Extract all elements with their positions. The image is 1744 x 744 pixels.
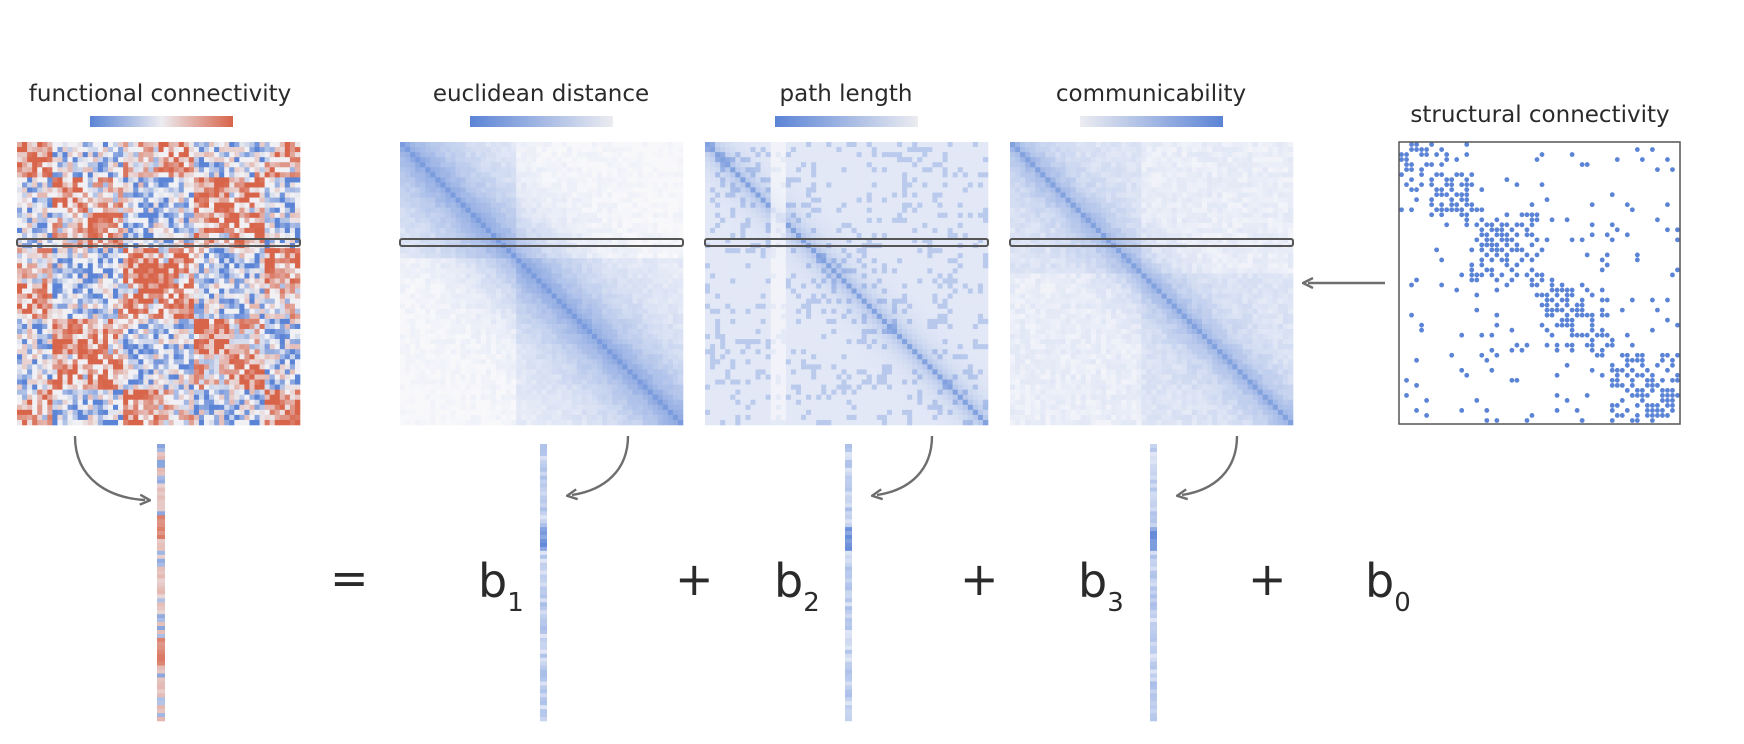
- path-row-highlight: [704, 238, 989, 247]
- sc-title: structural connectivity: [1410, 102, 1670, 128]
- path-colorbar: [775, 116, 918, 127]
- coefficient-b2: b2: [774, 554, 820, 619]
- euclidean-distance-matrix: [400, 142, 684, 426]
- coefficient-b1: b1: [478, 554, 524, 619]
- fc-vector: [157, 444, 165, 722]
- euclid-colorbar: [470, 116, 613, 127]
- comm-title: communicability: [1055, 81, 1247, 107]
- path-length-vector: [845, 444, 852, 722]
- communicability-matrix: [1010, 142, 1294, 426]
- path-title: path length: [779, 81, 913, 107]
- plus-sign-2: +: [960, 552, 999, 606]
- comm-colorbar: [1080, 116, 1223, 127]
- fc-title: functional connectivity: [28, 81, 292, 107]
- path-length-matrix: [705, 142, 989, 426]
- fc-row-highlight: [16, 238, 301, 247]
- coefficient-b3: b3: [1078, 554, 1124, 619]
- path-curved-arrow: [877, 435, 934, 495]
- sc-matrix-frame: [1398, 141, 1681, 425]
- communicability-vector: [1150, 444, 1157, 722]
- comm-row-highlight: [1009, 238, 1294, 247]
- comm-curved-arrow: [1182, 435, 1239, 495]
- euclid-row-highlight: [399, 238, 684, 247]
- euclid-title: euclidean distance: [432, 81, 650, 107]
- fc-colorbar: [90, 116, 233, 127]
- euclidean-vector: [540, 444, 547, 722]
- structural-connectivity-matrix: [1399, 142, 1680, 423]
- coefficient-b0: b0: [1365, 554, 1411, 619]
- plus-sign-3: +: [1248, 552, 1287, 606]
- fc-matrix: [17, 142, 301, 426]
- fc-curved-arrow: [73, 435, 145, 500]
- plus-sign-1: +: [675, 552, 714, 606]
- equals-sign: =: [330, 551, 369, 605]
- euclid-curved-arrow: [572, 435, 630, 495]
